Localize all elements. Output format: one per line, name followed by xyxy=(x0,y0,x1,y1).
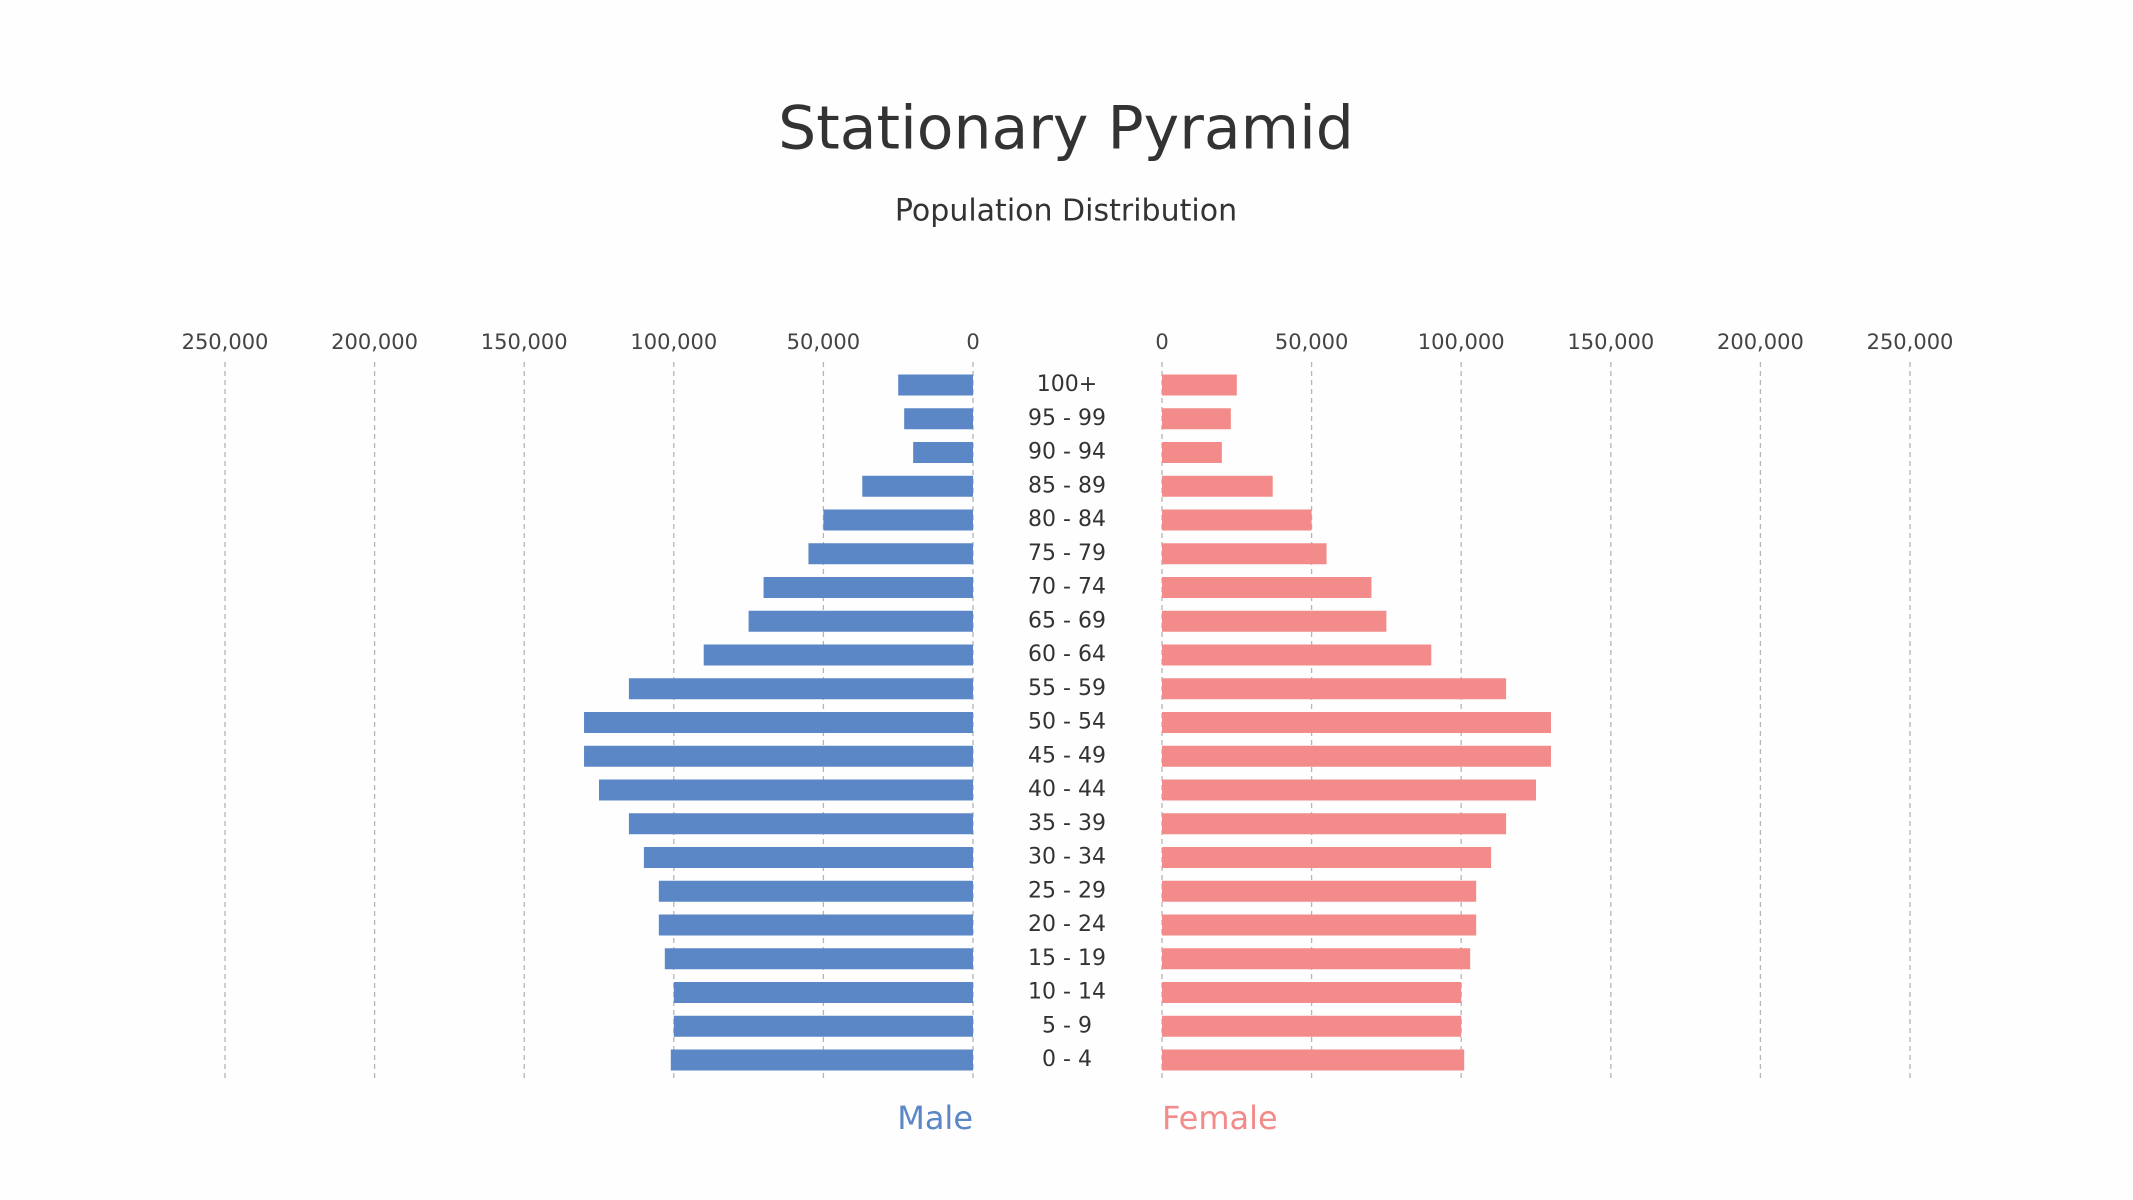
legend-label: Female xyxy=(1162,1099,1278,1137)
bar xyxy=(1162,813,1507,835)
bar xyxy=(904,408,973,430)
bar xyxy=(1162,374,1237,396)
category-label: 95 - 99 xyxy=(1028,406,1106,431)
category-label: 90 - 94 xyxy=(1028,440,1106,465)
bar xyxy=(1162,1015,1462,1037)
bar xyxy=(898,374,973,396)
bar xyxy=(1162,779,1536,801)
bar xyxy=(1162,745,1551,767)
x-tick-label: 0 xyxy=(1155,330,1168,354)
category-label: 65 - 69 xyxy=(1028,608,1106,633)
bar xyxy=(670,1049,973,1071)
category-label: 40 - 44 xyxy=(1028,777,1106,802)
chart-title: Stationary Pyramid xyxy=(778,94,1354,164)
bar xyxy=(658,880,973,902)
bar xyxy=(1162,678,1507,700)
bar xyxy=(862,475,973,497)
bar xyxy=(664,948,973,970)
bar xyxy=(1162,948,1471,970)
category-label: 80 - 84 xyxy=(1028,507,1106,532)
x-tick-label: 100,000 xyxy=(1418,330,1505,354)
category-label: 50 - 54 xyxy=(1028,710,1106,735)
bar xyxy=(703,644,973,666)
bar xyxy=(913,442,973,463)
x-tick-label: 0 xyxy=(966,330,979,354)
category-label: 10 - 14 xyxy=(1028,980,1106,1005)
bar xyxy=(1162,1049,1465,1071)
bar xyxy=(1162,610,1387,632)
category-label: 25 - 29 xyxy=(1028,878,1106,903)
bar xyxy=(628,813,973,835)
bar xyxy=(1162,408,1231,430)
bar xyxy=(1162,847,1492,868)
bar xyxy=(763,577,973,598)
x-tick-label: 50,000 xyxy=(787,330,860,354)
x-tick-label: 200,000 xyxy=(331,330,418,354)
category-label: 20 - 24 xyxy=(1028,912,1106,937)
bar xyxy=(1162,712,1551,733)
bar xyxy=(823,509,973,531)
bar xyxy=(748,610,973,632)
category-label: 0 - 4 xyxy=(1042,1047,1092,1072)
bar xyxy=(599,779,973,801)
bar xyxy=(673,982,973,1003)
x-tick-label: 150,000 xyxy=(481,330,568,354)
category-label: 85 - 89 xyxy=(1028,473,1106,498)
category-label: 55 - 59 xyxy=(1028,676,1106,701)
chart-subtitle: Population Distribution xyxy=(895,194,1237,229)
x-tick-label: 100,000 xyxy=(630,330,717,354)
bar xyxy=(584,712,973,733)
x-tick-label: 200,000 xyxy=(1717,330,1804,354)
category-label: 15 - 19 xyxy=(1028,946,1106,971)
bar xyxy=(584,745,973,767)
bar xyxy=(808,543,973,565)
bar xyxy=(1162,880,1477,902)
category-label: 45 - 49 xyxy=(1028,743,1106,768)
bar xyxy=(628,678,973,700)
x-tick-label: 250,000 xyxy=(182,330,269,354)
category-label: 70 - 74 xyxy=(1028,575,1106,600)
x-tick-label: 50,000 xyxy=(1275,330,1348,354)
category-label: 75 - 79 xyxy=(1028,541,1106,566)
bar xyxy=(1162,442,1222,463)
category-label: 5 - 9 xyxy=(1042,1013,1092,1038)
x-tick-label: 250,000 xyxy=(1867,330,1954,354)
x-tick-label: 150,000 xyxy=(1567,330,1654,354)
bar xyxy=(1162,644,1432,666)
bar xyxy=(1162,982,1462,1003)
bar xyxy=(1162,577,1372,598)
category-label: 35 - 39 xyxy=(1028,811,1106,836)
bar xyxy=(673,1015,973,1037)
bar xyxy=(1162,509,1312,531)
legend-label: Male xyxy=(897,1099,973,1137)
category-label: 30 - 34 xyxy=(1028,845,1106,870)
bar xyxy=(643,847,973,868)
category-label: 100+ xyxy=(1037,372,1097,397)
bar xyxy=(1162,914,1477,936)
bar xyxy=(1162,543,1327,565)
bar xyxy=(1162,475,1273,497)
bar xyxy=(658,914,973,936)
category-label: 60 - 64 xyxy=(1028,642,1106,667)
